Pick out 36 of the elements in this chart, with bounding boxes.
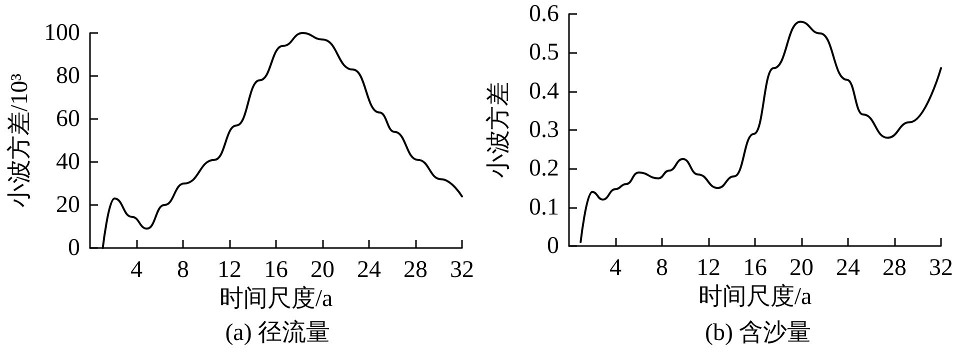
x-tick-label: 4 <box>610 255 622 281</box>
x-tick-label: 8 <box>656 255 668 281</box>
x-tick-label: 20 <box>790 255 814 281</box>
x-tick-label: 28 <box>882 255 906 281</box>
x-tick-label: 24 <box>836 255 860 281</box>
y-axis-title: 小波方差/10³ <box>6 74 33 208</box>
y-tick-label: 0.1 <box>529 194 559 220</box>
x-tick-label: 16 <box>264 257 288 283</box>
x-tick-label: 8 <box>177 257 189 283</box>
y-tick-label: 0.3 <box>529 117 559 143</box>
x-tick-label: 12 <box>696 255 720 281</box>
y-tick-label: 0.6 <box>529 1 559 27</box>
x-tick-label: 32 <box>450 257 474 283</box>
y-tick-label: 0.4 <box>529 78 559 104</box>
x-tick-label: 32 <box>929 255 953 281</box>
x-tick-label: 4 <box>130 257 142 283</box>
line-series <box>580 20 942 244</box>
x-axis-title: 时间尺度/a <box>219 284 334 312</box>
x-axis-title: 时间尺度/a <box>698 282 812 310</box>
text: (a) 径流量 <box>225 319 330 346</box>
x-tick-label: 12 <box>218 257 242 283</box>
text: (b) 含沙量 <box>705 320 811 346</box>
y-tick-label: 60 <box>56 106 80 132</box>
x-tick-label: 20 <box>310 257 334 283</box>
y-tick-label: 40 <box>56 149 80 175</box>
y-tick-label: 0 <box>68 235 80 261</box>
y-tick-label: 0 <box>547 233 559 259</box>
x-tick-label: 24 <box>357 257 381 283</box>
x-tick-label: 16 <box>743 255 767 281</box>
y-tick-label: 0.5 <box>529 40 559 66</box>
x-tick-label: 28 <box>404 257 428 283</box>
y-tick-label: 20 <box>56 192 80 218</box>
y-tick-label: 80 <box>56 63 80 89</box>
y-axis-title: 小波方差 <box>485 82 512 178</box>
y-tick-label: 0.2 <box>529 156 559 182</box>
y-tick-label: 100 <box>44 20 80 46</box>
